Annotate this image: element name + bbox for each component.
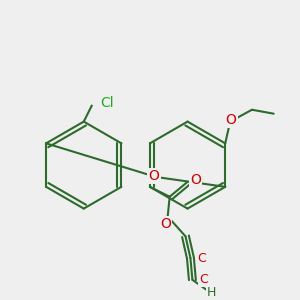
Text: C: C <box>197 251 206 265</box>
Text: C: C <box>199 273 208 286</box>
Text: O: O <box>160 218 171 231</box>
Text: H: H <box>206 286 216 299</box>
Text: O: O <box>148 169 159 183</box>
Text: O: O <box>226 112 237 127</box>
Text: Cl: Cl <box>101 96 114 110</box>
Text: O: O <box>190 173 201 187</box>
